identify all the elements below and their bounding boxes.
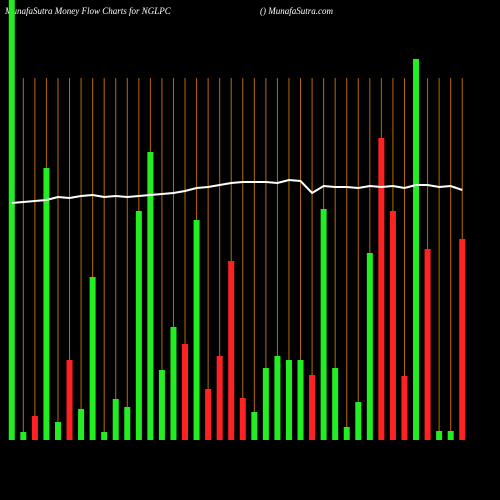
- bar: [43, 168, 50, 440]
- bar: [389, 211, 396, 440]
- bar: [147, 152, 154, 440]
- bar: [182, 344, 189, 440]
- bar: [205, 389, 212, 440]
- bar: [285, 360, 292, 440]
- bar: [401, 376, 408, 440]
- bar: [66, 360, 73, 440]
- bar: [54, 422, 61, 440]
- bar: [378, 138, 385, 440]
- bar: [447, 431, 454, 440]
- money-flow-line: [11, 178, 463, 204]
- bar: [112, 399, 119, 440]
- bar: [78, 409, 85, 440]
- bar: [309, 375, 316, 440]
- bar: [101, 432, 108, 440]
- bar: [355, 402, 362, 440]
- bar: [216, 356, 223, 440]
- chart-title: MunafaSutra Money Flow Charts for NGLPC: [4, 6, 172, 16]
- bar: [239, 398, 246, 440]
- bar: [262, 368, 269, 440]
- bar: [320, 209, 327, 440]
- bar: [436, 431, 443, 440]
- bar: [366, 253, 373, 440]
- bar: [297, 360, 304, 440]
- bar: [20, 432, 27, 440]
- bar: [424, 249, 431, 440]
- bar: [228, 261, 235, 440]
- bar: [31, 416, 38, 440]
- bar: [459, 239, 466, 440]
- bar: [413, 59, 420, 440]
- bar: [170, 327, 177, 440]
- bar: [158, 370, 165, 440]
- bar: [124, 407, 131, 440]
- bar: [274, 356, 281, 440]
- bar: [89, 277, 96, 440]
- bar: [8, 0, 15, 440]
- chart-subtitle: () MunafaSutra.com: [260, 6, 333, 16]
- bar: [332, 368, 339, 440]
- bar: [343, 427, 350, 440]
- bar: [251, 412, 258, 440]
- bar: [193, 220, 200, 440]
- bar: [135, 211, 142, 440]
